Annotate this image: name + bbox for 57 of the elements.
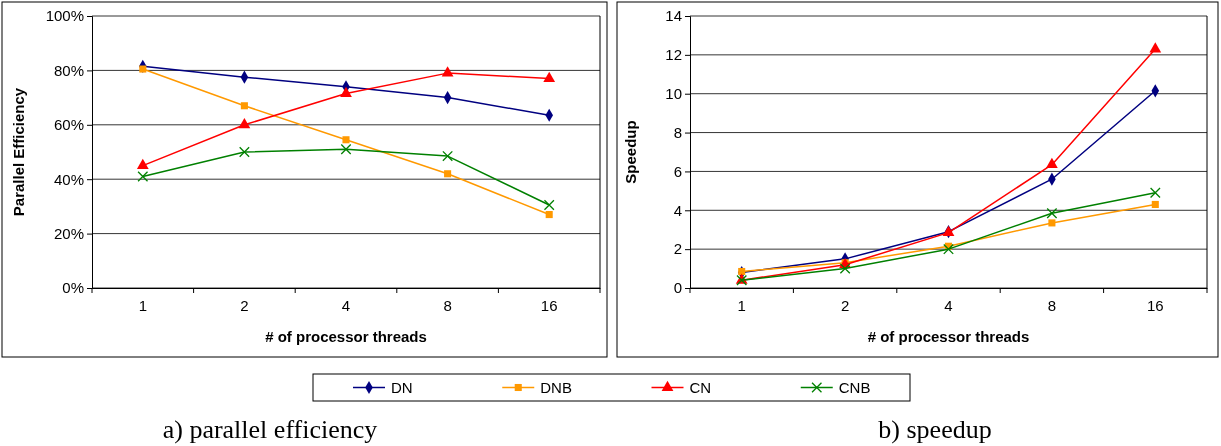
y-tick-label: 6 bbox=[673, 162, 682, 180]
point bbox=[340, 86, 352, 97]
y-tick-label: 8 bbox=[673, 123, 682, 141]
point bbox=[738, 267, 746, 276]
y-tick-label: 20% bbox=[53, 224, 84, 242]
x-tick-label: 1 bbox=[138, 296, 147, 314]
y-tick-label: 12 bbox=[665, 46, 682, 64]
point bbox=[1046, 207, 1058, 219]
x-axis-title: # of processor threads bbox=[265, 328, 427, 345]
text: a) parallel efficiency bbox=[162, 415, 378, 444]
point bbox=[543, 199, 555, 211]
x-tick-label: 4 bbox=[944, 296, 953, 314]
point bbox=[238, 118, 251, 129]
x-tick-label: 16 bbox=[1146, 296, 1164, 314]
y-tick-label: 100% bbox=[45, 7, 84, 25]
y-tick-label: 0 bbox=[673, 279, 682, 297]
x-tick-label: 1 bbox=[737, 296, 746, 314]
point bbox=[137, 171, 149, 182]
point bbox=[943, 243, 954, 255]
y-axis-title: Speedup bbox=[622, 120, 639, 184]
point bbox=[442, 150, 453, 162]
point bbox=[342, 136, 350, 144]
legend-label: CNB bbox=[838, 378, 871, 396]
point bbox=[839, 263, 851, 274]
legend-label: CN bbox=[689, 378, 712, 396]
point bbox=[441, 66, 454, 77]
text: b) speedup bbox=[878, 415, 992, 444]
x-tick-label: 4 bbox=[341, 296, 351, 314]
point bbox=[545, 211, 553, 219]
y-tick-label: 80% bbox=[53, 61, 84, 79]
x-tick-label: 2 bbox=[840, 296, 850, 314]
x-tick-label: 2 bbox=[240, 296, 249, 314]
point bbox=[1149, 187, 1161, 199]
point bbox=[139, 65, 147, 73]
x-tick-label: 16 bbox=[540, 296, 558, 314]
x-tick-label: 8 bbox=[1047, 296, 1057, 314]
point bbox=[444, 170, 452, 178]
point bbox=[1048, 219, 1056, 227]
y-axis-title: Parallel Efficiency bbox=[10, 87, 27, 217]
x-tick-label: 8 bbox=[443, 296, 452, 314]
point bbox=[543, 71, 556, 82]
legend-label: DN bbox=[391, 378, 413, 396]
y-tick-label: 10 bbox=[665, 85, 682, 103]
point bbox=[239, 146, 250, 158]
y-tick-label: 0% bbox=[62, 279, 84, 297]
point bbox=[240, 102, 248, 110]
y-tick-label: 14 bbox=[665, 7, 682, 25]
x-axis-title: # of processor threads bbox=[867, 328, 1030, 345]
y-tick-label: 40% bbox=[53, 170, 84, 188]
y-tick-label: 60% bbox=[53, 116, 84, 134]
point bbox=[1151, 200, 1159, 208]
point bbox=[340, 143, 352, 155]
point bbox=[1149, 42, 1162, 53]
point bbox=[1046, 157, 1058, 169]
y-tick-label: 2 bbox=[673, 240, 682, 258]
legend-label: DNB bbox=[540, 378, 572, 396]
y-tick-label: 4 bbox=[673, 201, 682, 219]
